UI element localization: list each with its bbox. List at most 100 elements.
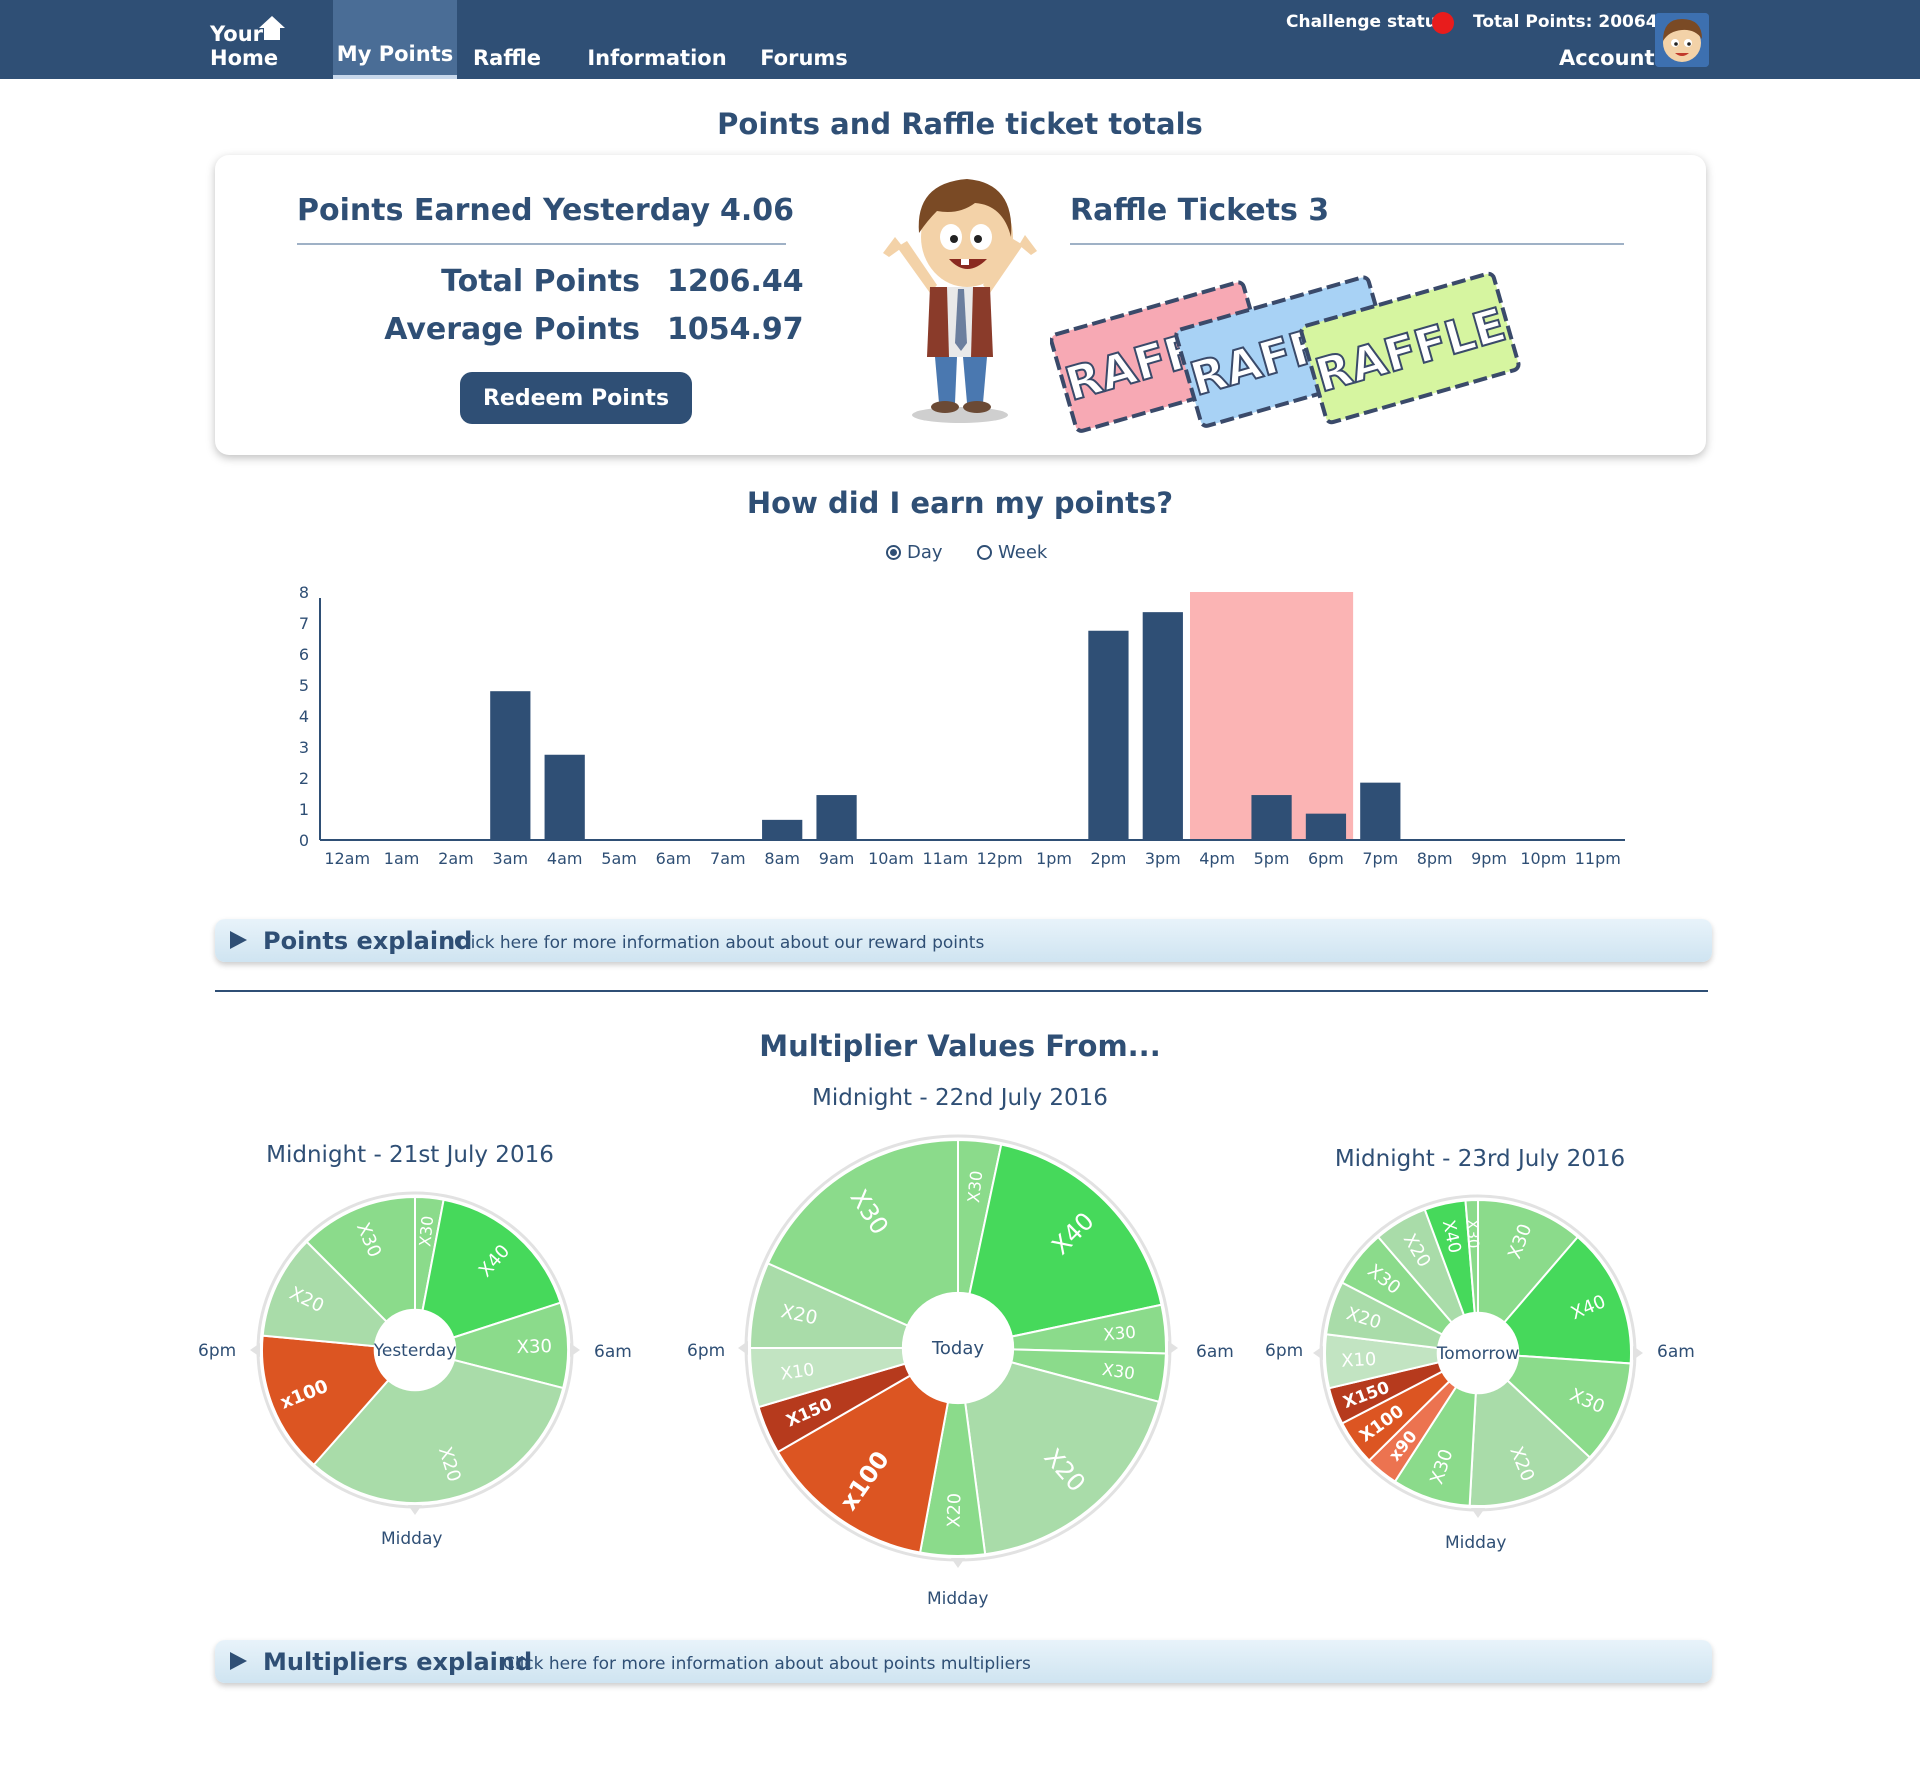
nav-information[interactable]: Information [587,46,727,70]
wheel-segment [411,1301,569,1390]
wheel-today-6am: 6am [1196,1342,1234,1362]
wheel-segment [1468,1350,1592,1507]
wheel-pointer [951,1558,965,1568]
x-tick-label: 9am [819,849,855,868]
wheel-center-label: Today [931,1338,984,1359]
average-points-value: 1054.97 [667,312,804,347]
wheel-segment-label: X30 [516,1336,552,1358]
multipliers-explain-title: Multipliers explaind [263,1648,533,1676]
raffle-tickets-icon: RAFFLE RAFFLE RAFFLE [1050,271,1521,433]
wheel-center [1436,1311,1520,1395]
total-points-label: Total Points [441,264,640,299]
earn-title: How did I earn my points? [746,486,1174,520]
points-yesterday-label: Points Earned Yesterday [297,193,711,228]
wheel-center-label: Yesterday [373,1341,457,1361]
challenge-status-indicator [1432,12,1454,34]
wheel-tomorrow-6pm: 6pm [1265,1341,1304,1361]
y-tick-label: 4 [299,707,309,726]
points-bar-chart: 0 1 2 3 4 5 6 7 8 12am 1am 2am 3am 4am 5am 6am 7am 8am 9am… [299,583,1625,868]
x-tick-label: 2am [438,849,474,868]
wheel-segment [305,1195,416,1353]
radio-day[interactable]: Day [886,542,943,563]
wheel-segment [776,1346,960,1554]
multipliers-explain-description: Click here for more information about ab… [503,1654,1031,1674]
x-tick-label: 4am [547,849,583,868]
account-link[interactable]: Account [1559,46,1655,70]
bar-4am [544,754,585,840]
bar-3pm [1142,612,1183,840]
wheel-pointer [1633,1346,1643,1360]
bar-2pm [1088,630,1129,840]
wheel-center-label: Tomorrow [1436,1344,1520,1364]
x-tick-label: 11am [922,849,968,868]
cartoon-boy-icon [883,179,1037,423]
wheel-pointer [570,1343,580,1357]
wheel-pointer [408,1505,422,1515]
wheel-segment [1475,1351,1632,1459]
home-icon[interactable] [259,16,285,40]
wheel-today-heading: Midnight - 22nd July 2016 [812,1085,1108,1111]
y-tick-label: 0 [299,831,309,850]
radio-day-label: Day [907,542,943,563]
bar-9am [816,795,857,840]
wheel-segment-label: X10 [1341,1349,1377,1372]
radio-week-icon[interactable] [977,545,992,560]
x-tick-label: 4pm [1199,849,1235,868]
wheel-segment [413,1198,562,1352]
x-tick-label: 5pm [1254,849,1290,868]
y-tick-label: 7 [299,614,309,633]
wheel-segment [956,1143,1163,1350]
nav-forums[interactable]: Forums [760,46,848,70]
nav-your-home[interactable]: Your Home [210,22,279,70]
x-tick-label: 10am [868,849,914,868]
multipliers-title: Multiplier Values From... [759,1029,1161,1063]
points-divider [297,243,786,245]
wheel-today-6pm: 6pm [687,1341,726,1361]
avatar-face-icon [1655,13,1709,67]
average-points-label: Average Points [384,312,640,347]
expand-triangle-icon [230,1652,247,1670]
radio-day-icon[interactable] [886,545,901,560]
wheel-center [373,1308,457,1392]
wheel-segment [956,1346,1161,1556]
x-tick-label: 12am [324,849,370,868]
wheel-tomorrow-6am: 6am [1657,1342,1695,1362]
points-explain-title: Points explaind [263,927,473,955]
wheel-segment [1477,1198,1580,1356]
y-tick-label: 1 [299,800,309,819]
x-tick-label: 9pm [1471,849,1507,868]
wheel-segment-label: X30 [415,1215,437,1248]
y-tick-label: 2 [299,769,309,788]
y-tick-label: 3 [299,738,309,757]
x-tick-label: 5am [601,849,637,868]
redeem-points-button[interactable]: Redeem Points [460,372,692,424]
wheel-segment-label: X30 [1463,1219,1482,1249]
radio-week[interactable]: Week [977,542,1047,563]
wheel-tomorrow-heading: Midnight - 23rd July 2016 [1334,1146,1626,1172]
challenge-status-label: Challenge status: [1286,12,1454,32]
nav-my-points[interactable]: My Points [333,0,457,79]
wheel-segment-label: X10 [779,1360,815,1385]
bar-8am [762,819,803,840]
x-tick-label: 6pm [1308,849,1344,868]
bar-5pm [1251,795,1292,840]
multipliers-explain-bar[interactable]: Multipliers explaind Click here for more… [215,1640,1712,1683]
x-tick-label: 3am [493,849,529,868]
nav-raffle[interactable]: Raffle [472,46,542,70]
wheel-segment [312,1348,565,1504]
x-tick-label: 8am [764,849,800,868]
wheel-yesterday-midday: Midday [381,1529,443,1549]
wheel-pointer [1471,1508,1485,1518]
wheel-segment-label: X20 [944,1493,965,1528]
wheel-pointer [1313,1346,1323,1360]
wheel-segment [766,1138,959,1350]
y-tick-label: 5 [299,676,309,695]
points-explain-bar[interactable]: Points explaind Click here for more info… [215,919,1712,962]
wheel-pointer [1168,1341,1178,1355]
avatar[interactable] [1655,13,1709,67]
x-tick-label: 8pm [1417,849,1453,868]
wheel-today-midday: Midday [927,1589,989,1609]
wheel-segment [261,1240,418,1352]
x-tick-label: 1am [384,849,420,868]
